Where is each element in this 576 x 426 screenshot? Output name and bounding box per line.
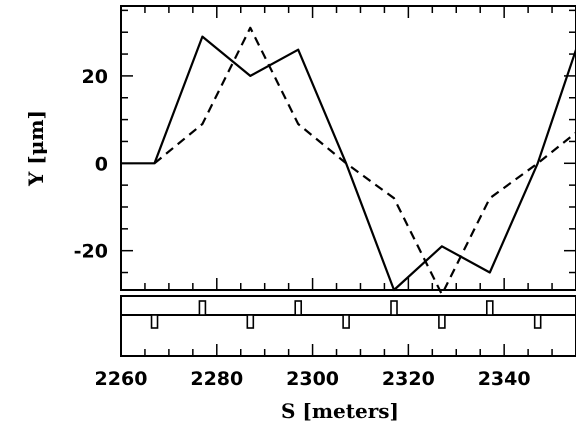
lattice-marker-lower — [246, 314, 255, 329]
series-line-1-solid — [121, 35, 576, 292]
axis-ticks — [120, 6, 576, 356]
x-tick-label: 2340 — [478, 368, 531, 390]
lattice-marker-lower — [342, 314, 350, 329]
series-line-2-dashed — [153, 26, 576, 296]
lattice-marker-upper — [390, 300, 398, 316]
y-axis-label: Y [μm] — [24, 110, 48, 187]
lattice-frame — [120, 295, 576, 357]
lattice-marker-lower — [438, 314, 446, 329]
lattice-marker-lower — [533, 314, 542, 329]
y-tick-label: -20 — [74, 241, 108, 263]
x-tick-label: 2300 — [286, 368, 339, 390]
plot-frame — [120, 5, 576, 291]
x-axis-label: S [meters] — [281, 399, 399, 423]
y-tick-label: 0 — [95, 153, 108, 175]
lattice-marker-upper — [294, 300, 303, 316]
y-tick-labels: 20 0 -20 — [74, 66, 108, 263]
lattice-marker-lower — [150, 314, 159, 329]
lattice-marker-upper — [485, 300, 494, 316]
x-tick-label: 2260 — [95, 368, 148, 390]
x-tick-label: 2320 — [382, 368, 435, 390]
lattice-markers — [121, 300, 576, 329]
series-group — [121, 26, 576, 296]
x-tick-labels: 2260 2280 2300 2320 2340 — [95, 368, 531, 390]
y-tick-label: 20 — [82, 66, 108, 88]
x-tick-label: 2280 — [190, 368, 243, 390]
lattice-marker-upper — [198, 300, 207, 316]
